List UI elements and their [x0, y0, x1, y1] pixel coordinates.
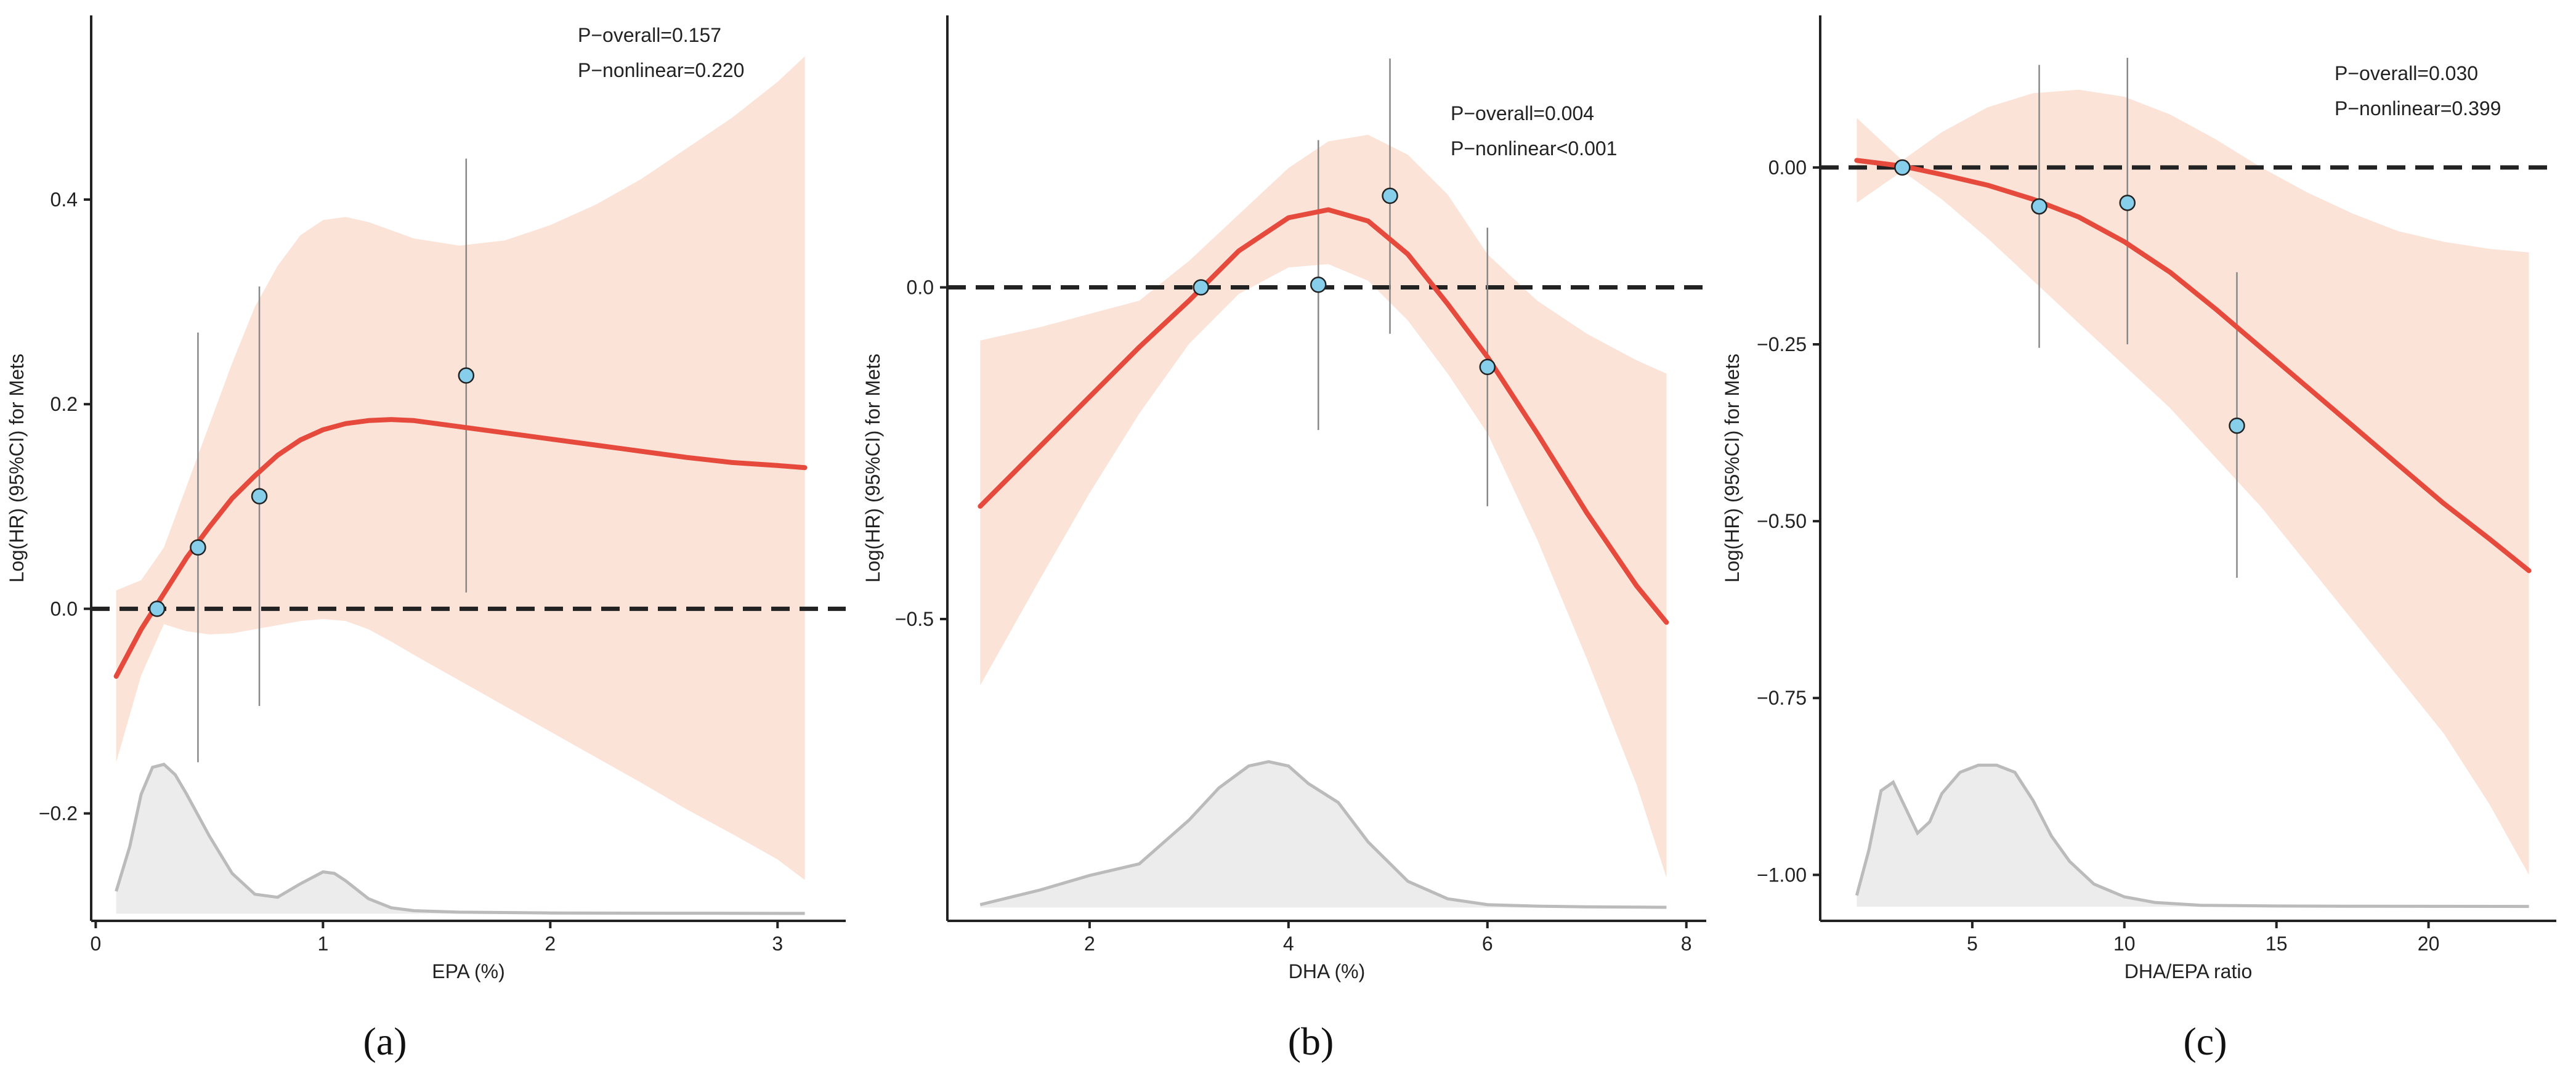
x-tick-label-2: 4 — [1283, 933, 1294, 955]
density-curve — [115, 763, 805, 915]
p-value-annotation-2: P−nonlinear<0.001 — [1451, 137, 1617, 160]
confidence-band — [980, 134, 1667, 878]
y-tick-label-2: 0.0 — [51, 597, 78, 620]
data-point-3 — [1382, 187, 1398, 204]
density-area — [980, 761, 1667, 908]
y-tick-label-2: 0.0 — [907, 277, 934, 299]
panel-3: 5 10 15 20 −1.00 −0.75 −0.50 −0.25 0.00 DHA/EPA r… — [1721, 15, 2556, 1063]
y-axis-title: Log(HR) (95%CI) for Mets — [862, 354, 884, 583]
y-tick-label-5: 0.00 — [1768, 156, 1807, 179]
spline-curve — [1854, 158, 2532, 573]
density-curve — [979, 759, 1667, 909]
x-tick-label-4: 20 — [2418, 933, 2440, 955]
density-area — [1857, 765, 2529, 907]
x-tick-label-2: 1 — [317, 933, 328, 955]
density-curve — [1855, 763, 2529, 909]
panel-label: (a) — [363, 1019, 407, 1063]
data-point-2 — [1310, 276, 1327, 293]
x-tick-label-4: 8 — [1681, 933, 1692, 955]
x-tick-label-1: 5 — [1967, 933, 1978, 955]
p-value-annotation-2: P−nonlinear=0.399 — [2335, 97, 2501, 119]
p-value-annotation-1: P−overall=0.157 — [578, 24, 721, 46]
p-value-annotation-1: P−overall=0.004 — [1451, 102, 1594, 124]
panel-label: (b) — [1288, 1019, 1334, 1063]
data-point-1 — [148, 601, 166, 617]
confidence-band — [1857, 89, 2529, 875]
p-value-annotation-1: P−overall=0.030 — [2335, 62, 2478, 84]
x-tick-label-3: 15 — [2266, 933, 2288, 955]
density-area — [116, 764, 805, 914]
x-tick-label-3: 2 — [545, 933, 556, 955]
x-axis-title: EPA (%) — [432, 960, 505, 982]
x-tick-label-3: 6 — [1482, 933, 1493, 955]
spline-curve — [113, 417, 808, 679]
y-tick-label-1: −0.5 — [895, 608, 934, 630]
confidence-band — [116, 56, 805, 880]
y-tick-label-3: −0.50 — [1757, 510, 1807, 532]
y-tick-label-1: −0.2 — [39, 803, 78, 825]
x-tick-label-4: 3 — [772, 933, 783, 955]
spline-curve — [978, 207, 1669, 625]
x-tick-label-1: 0 — [90, 933, 101, 955]
data-point-2 — [190, 539, 206, 556]
y-tick-label-2: −0.75 — [1757, 687, 1807, 709]
data-point-4 — [2229, 417, 2245, 434]
y-axis-title: Log(HR) (95%CI) for Mets — [1721, 354, 1743, 583]
y-tick-label-4: 0.4 — [51, 188, 78, 211]
x-tick-label-1: 2 — [1084, 933, 1095, 955]
data-point-3 — [2119, 195, 2136, 211]
y-tick-label-1: −1.00 — [1757, 864, 1807, 886]
x-axis-title: DHA/EPA ratio — [2124, 960, 2252, 982]
panel-1: 0 1 2 3 −0.2 0.0 0.2 0.4 EPA (%) Log(HR) (95%CI) … — [6, 15, 846, 1063]
data-point-2 — [2031, 198, 2047, 215]
data-point-1 — [1193, 279, 1209, 296]
x-tick-label-2: 10 — [2113, 933, 2136, 955]
y-tick-label-4: −0.25 — [1757, 333, 1807, 355]
panel-label: (c) — [2183, 1019, 2227, 1063]
data-point-4 — [458, 367, 475, 384]
p-value-annotation-2: P−nonlinear=0.220 — [578, 59, 744, 81]
panel-2: 2 4 6 8 −0.5 0.0 DHA (%) Log(HR) (95%CI) for Me… — [862, 15, 1706, 1063]
y-tick-label-3: 0.2 — [51, 393, 78, 415]
data-point-4 — [1479, 358, 1496, 376]
data-point-1 — [1894, 159, 1911, 176]
x-axis-title: DHA (%) — [1289, 960, 1365, 982]
data-point-3 — [251, 488, 268, 504]
y-axis-title: Log(HR) (95%CI) for Mets — [6, 354, 28, 583]
